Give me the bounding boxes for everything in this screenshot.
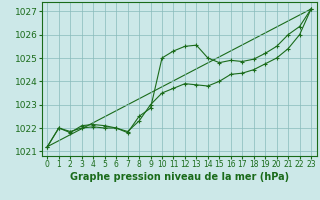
X-axis label: Graphe pression niveau de la mer (hPa): Graphe pression niveau de la mer (hPa) — [70, 172, 289, 182]
